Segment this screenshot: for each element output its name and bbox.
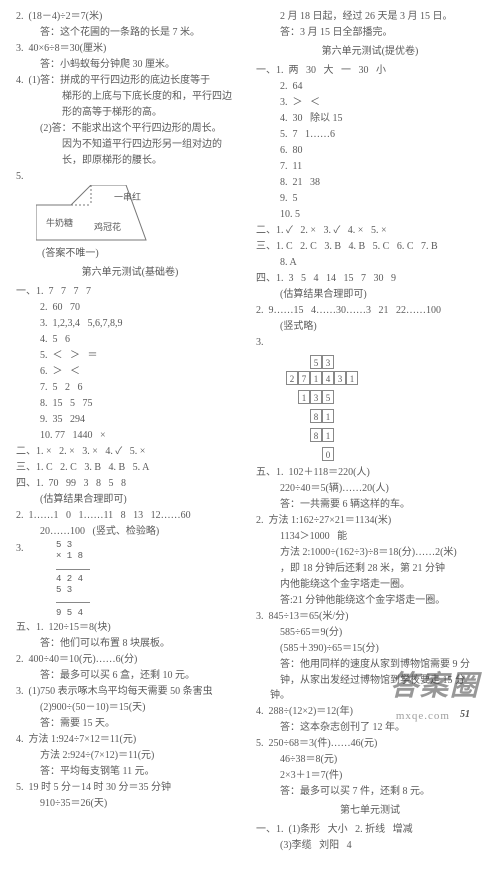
shape-label: 鸡冠花 bbox=[94, 221, 121, 235]
text-line: 46÷38＝8(元) bbox=[256, 752, 484, 767]
text-line: 三、1. C 2. C 3. B 4. B 5. A bbox=[16, 460, 244, 475]
text-line: 2. 9……15 4……30……3 21 22……100 bbox=[256, 303, 484, 318]
text-line: 5. ＜ ＞ ＝ bbox=[16, 348, 244, 363]
text-line: 内他能绕这个金字塔走一圈。 bbox=[256, 577, 484, 592]
text-line: 1134＞1000 能 bbox=[256, 529, 484, 544]
text-line: 8. A bbox=[256, 255, 484, 270]
text-line: 5. 7 1……6 bbox=[256, 127, 484, 142]
answer-line: 答：平均每支钢笔 11 元。 bbox=[16, 764, 244, 779]
text-line: 三、1. C 2. C 3. B 4. B 5. C 6. C 7. B bbox=[256, 239, 484, 254]
text-line: 9. 35 294 bbox=[16, 412, 244, 427]
text-line: 一、1. 7 7 7 7 bbox=[16, 284, 244, 299]
answer-line: 答：最多可以买 7 件，还剩 8 元。 bbox=[256, 784, 484, 799]
answer-line: 答：3 月 15 日全部播完。 bbox=[256, 25, 484, 40]
text-line: 8. 15 5 75 bbox=[16, 396, 244, 411]
text-line: 5. 19 时 5 分－14 时 30 分＝35 分钟 bbox=[16, 780, 244, 795]
answer-line: 答：小蚂蚁每分钟爬 30 厘米。 bbox=[16, 57, 244, 72]
text-line: 二、1. ✓ 2. × 3. ✓ 4. × 5. × bbox=[256, 223, 484, 238]
text-line: 5. 250÷68＝3(件)……46(元) bbox=[256, 736, 484, 751]
item-number: 3. bbox=[16, 541, 36, 618]
section-heading: 第六单元测试(提优卷) bbox=[256, 44, 484, 59]
answer-line: 答：他们可以布置 8 块展板。 bbox=[16, 636, 244, 651]
text-line: 2 月 18 日起，经过 26 天是 3 月 15 日。 bbox=[256, 9, 484, 24]
text-line: 2. 60 70 bbox=[16, 300, 244, 315]
text-line: 2. 400÷40＝10(元)……6(分) bbox=[16, 652, 244, 667]
text-line: 形的高等于梯形的高。 bbox=[16, 105, 244, 120]
answer-line: 答：这个花圃的一条路的长是 7 米。 bbox=[16, 25, 244, 40]
shape-label: 一串红 bbox=[114, 191, 141, 205]
text-line: 3. ＞ ＜ bbox=[256, 95, 484, 110]
text-line: 7. 5 2 6 bbox=[16, 380, 244, 395]
text-line: 4. 5 6 bbox=[16, 332, 244, 347]
text-line: 二、1. × 2. × 3. × 4. ✓ 5. × bbox=[16, 444, 244, 459]
text-line: 5. bbox=[16, 169, 244, 184]
text-line: 20……100 (竖式、检验略) bbox=[16, 524, 244, 539]
answer-line: 答：最多可以买 6 盒，还剩 10 元。 bbox=[16, 668, 244, 683]
text-line: 10. 5 bbox=[256, 207, 484, 222]
section-heading: 第七单元测试 bbox=[256, 803, 484, 818]
text-line: 2. 方法 1:162÷27×21＝1134(米) bbox=[256, 513, 484, 528]
text-line: 一、1. (1)条形 大小 2. 折线 增减 bbox=[256, 822, 484, 837]
text-line: 6. 80 bbox=[256, 143, 484, 158]
answer-line: 答:21 分钟他能绕这个金字塔走一圈。 bbox=[256, 593, 484, 608]
text-line: 2. 1……1 0 1……11 8 13 12……60 bbox=[16, 508, 244, 523]
answer-line: 答：一共需要 6 辆这样的车。 bbox=[256, 497, 484, 512]
text-line: (3)李缆 刘阳 4 bbox=[256, 838, 484, 853]
text-line: (2)答：不能求出这个平行四边形的周长。 bbox=[16, 121, 244, 136]
text-line: (585＋390)÷65＝15(分) bbox=[256, 641, 484, 656]
watermark-url: mxqe.com bbox=[396, 708, 450, 725]
text-line: 一、1. 两 30 大 一 30 小 bbox=[256, 63, 484, 78]
text-line: 四、1. 3 5 4 14 15 7 30 9 bbox=[256, 271, 484, 286]
text-line: 方法 2:1000÷(162÷3)÷8＝18(分)……2(米) bbox=[256, 545, 484, 560]
left-column: 2. (18－4)÷2＝7(米) 答：这个花圃的一条路的长是 7 米。 3. 4… bbox=[10, 8, 250, 854]
text-line: 6. ＞ ＜ bbox=[16, 364, 244, 379]
text-line: 4. 30 除以 15 bbox=[256, 111, 484, 126]
vertical-multiplication: 5 3 × 1 8 4 2 4 5 3 9 5 4 bbox=[56, 540, 90, 619]
text-line: 梯形的上底与下底长度的和，平行四边 bbox=[16, 89, 244, 104]
text-line: (2)900÷(50－10)＝15(天) bbox=[16, 700, 244, 715]
text-line: 3. 845÷13＝65(米/分) bbox=[256, 609, 484, 624]
text-line: 长，即原梯形的腰长。 bbox=[16, 153, 244, 168]
text-line: 2. 64 bbox=[256, 79, 484, 94]
text-line: 3. 1,2,3,4 5,6,7,8,9 bbox=[16, 316, 244, 331]
composite-shape-figure: 牛奶糖 一串红 鸡冠花 bbox=[36, 185, 156, 245]
shape-label: 牛奶糖 bbox=[46, 217, 73, 231]
text-line: 五、1. 102＋118＝220(人) bbox=[256, 465, 484, 480]
text-line: 8. 21 38 bbox=[256, 175, 484, 190]
text-line: (估算结果合理即可) bbox=[256, 287, 484, 302]
text-line: 3. 40×6÷8＝30(厘米) bbox=[16, 41, 244, 56]
page-number: 51 bbox=[460, 707, 470, 722]
text-line: 五、1. 120÷15＝8(块) bbox=[16, 620, 244, 635]
text-line: (估算结果合理即可) bbox=[16, 492, 244, 507]
text-line: 四、1. 70 99 3 8 5 8 bbox=[16, 476, 244, 491]
text-line: ，即 18 分钟后还剩 28 米，第 21 分钟 bbox=[256, 561, 484, 576]
right-column: 2 月 18 日起，经过 26 天是 3 月 15 日。 答：3 月 15 日全… bbox=[250, 8, 490, 854]
text-line: 910÷35＝26(天) bbox=[16, 796, 244, 811]
shape-note: (答案不唯一) bbox=[16, 246, 244, 261]
text-line: 3. bbox=[256, 335, 484, 350]
text-line: 因为不知道平行四边形另一组对边的 bbox=[16, 137, 244, 152]
text-line: 4. (1)答：拼成的平行四边形的底边长度等于 bbox=[16, 73, 244, 88]
answer-line: 答：需要 15 天。 bbox=[16, 716, 244, 731]
text-line: 220÷40＝5(辆)……20(人) bbox=[256, 481, 484, 496]
text-line: 2. (18－4)÷2＝7(米) bbox=[16, 9, 244, 24]
text-line: 2×3＋1＝7(件) bbox=[256, 768, 484, 783]
section-heading: 第六单元测试(基础卷) bbox=[16, 265, 244, 280]
text-line: 7. 11 bbox=[256, 159, 484, 174]
text-line: 3. (1)750 表示啄木鸟平均每天需要 50 条害虫 bbox=[16, 684, 244, 699]
text-line: 方法 2:924÷(7×12)＝11(元) bbox=[16, 748, 244, 763]
text-line: (竖式略) bbox=[256, 319, 484, 334]
text-line: 10. 77 1440 × bbox=[16, 428, 244, 443]
text-line: 4. 方法 1:924÷7×12＝11(元) bbox=[16, 732, 244, 747]
text-line: 9. 5 bbox=[256, 191, 484, 206]
long-division-boxgrid: 5327143113581810 bbox=[286, 352, 484, 463]
watermark-logo: 答案圈 bbox=[390, 666, 480, 708]
text-line: 585÷65＝9(分) bbox=[256, 625, 484, 640]
